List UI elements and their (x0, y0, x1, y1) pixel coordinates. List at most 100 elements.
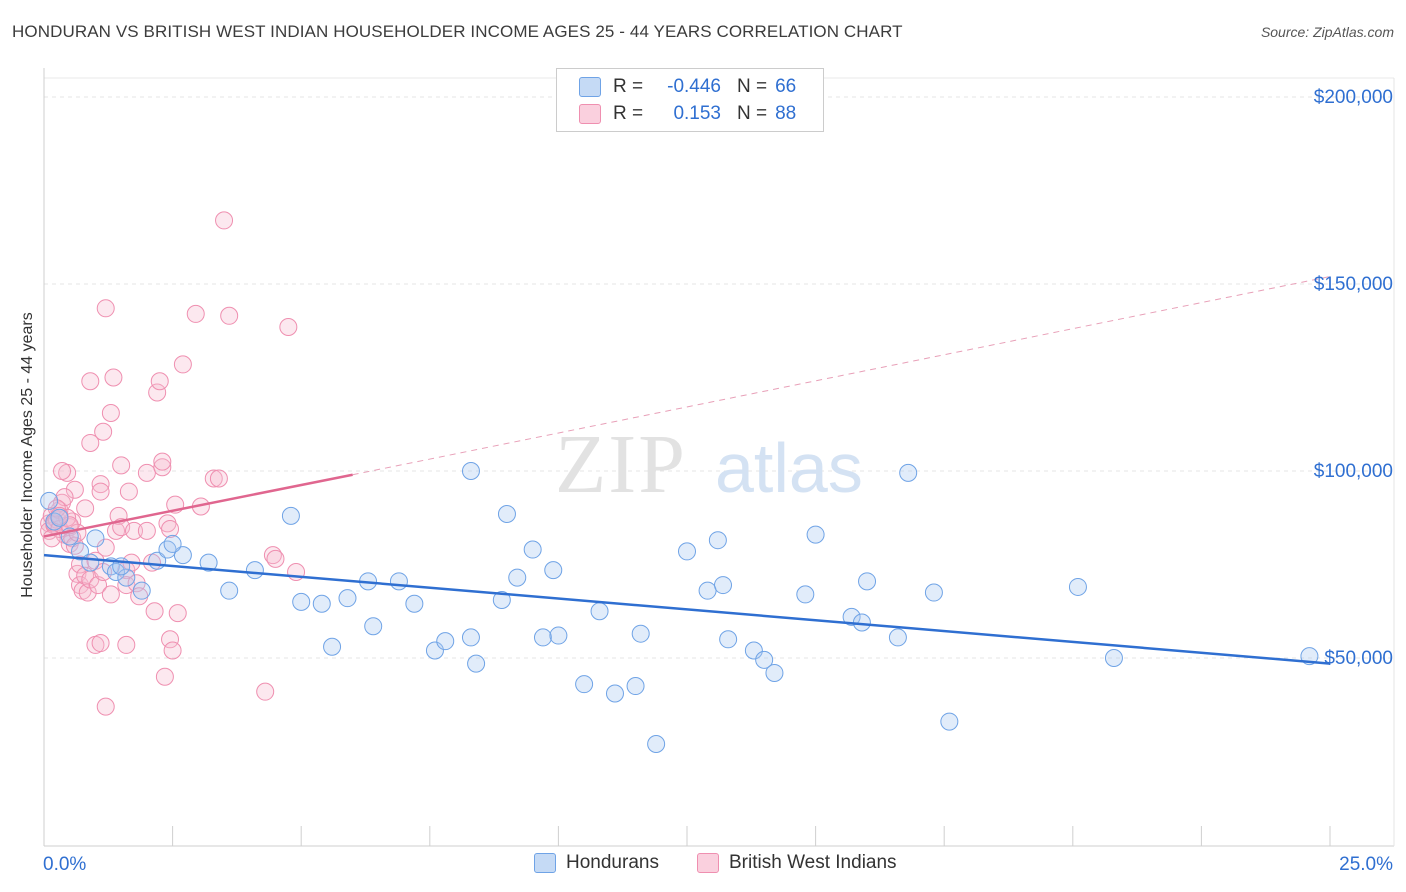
watermark: ZIP atlas (555, 418, 863, 511)
point-hondurans (796, 585, 815, 604)
point-british-west-indians (279, 318, 298, 337)
point-hondurans (467, 654, 486, 673)
british-west-indians-legend-label: British West Indians (729, 852, 897, 873)
hondurans-legend-label: Hondurans (566, 852, 659, 873)
point-hondurans (425, 641, 444, 660)
r-value-british-west-indians: 0.153 (673, 103, 721, 124)
point-british-west-indians (91, 482, 110, 501)
point-british-west-indians (101, 585, 120, 604)
y-tick-label: $150,000 (1314, 274, 1393, 295)
point-hondurans (647, 735, 666, 754)
trend-line-british-west-indians (43, 473, 353, 538)
point-hondurans (626, 677, 645, 696)
point-british-west-indians (137, 463, 156, 482)
point-british-west-indians (94, 422, 113, 441)
point-hondurans (323, 637, 342, 656)
x-tick-label-max: 25.0% (1339, 854, 1393, 875)
point-hondurans (245, 561, 264, 580)
point-hondurans (678, 542, 696, 561)
point-hondurans (281, 506, 300, 525)
british-west-indians-swatch (579, 104, 601, 124)
n-label: N = (737, 76, 768, 97)
legend-item-british-west-indians[interactable]: British West Indians (697, 852, 897, 874)
point-hondurans (492, 591, 511, 610)
point-british-west-indians (145, 602, 164, 621)
correlation-legend: R = -0.446 N = 66 R = 0.153 N = 88 (556, 68, 824, 132)
point-british-west-indians (96, 697, 115, 716)
point-hondurans (719, 630, 738, 649)
trend-extension-british-west-indians (352, 276, 1331, 476)
point-hondurans (544, 561, 563, 580)
point-hondurans (158, 540, 177, 559)
r-value-hondurans: -0.446 (667, 76, 721, 97)
point-hondurans (40, 491, 59, 510)
point-british-west-indians (153, 458, 172, 477)
point-hondurans (888, 628, 907, 647)
hondurans-points (40, 462, 1319, 754)
point-british-west-indians (161, 519, 180, 538)
axes (43, 68, 1395, 847)
watermark-atlas: atlas (715, 429, 863, 507)
point-hondurans (631, 624, 650, 643)
point-british-west-indians (76, 499, 95, 518)
point-hondurans (698, 581, 717, 600)
point-hondurans (461, 628, 480, 647)
point-british-west-indians (168, 604, 187, 623)
point-british-west-indians (137, 521, 156, 540)
point-hondurans (605, 684, 624, 703)
point-hondurans (523, 540, 542, 559)
point-british-west-indians (53, 462, 72, 480)
point-hondurans (364, 617, 383, 636)
british-west-indians-points (40, 211, 306, 716)
point-british-west-indians (155, 667, 174, 686)
point-hondurans (1104, 649, 1123, 667)
trend-line-hondurans (43, 553, 1331, 665)
point-british-west-indians (81, 433, 100, 452)
point-hondurans (590, 602, 609, 621)
point-hondurans (858, 572, 877, 591)
point-hondurans (899, 463, 918, 482)
y-tick-label: $50,000 (1324, 648, 1393, 669)
point-british-west-indians (150, 372, 169, 391)
point-hondurans (50, 508, 69, 527)
point-british-west-indians (209, 469, 228, 488)
x-tick-label-min: 0.0% (43, 854, 86, 875)
point-hondurans (549, 626, 568, 645)
point-british-west-indians (125, 521, 144, 540)
watermark-zip: ZIP (555, 418, 687, 511)
point-british-west-indians (153, 452, 172, 471)
point-hondurans (132, 581, 151, 600)
point-british-west-indians (81, 372, 100, 391)
point-hondurans (575, 675, 594, 694)
point-hondurans (389, 572, 408, 591)
axis-ticks (43, 826, 1331, 846)
point-hondurans (163, 534, 182, 553)
point-hondurans (107, 562, 126, 581)
point-british-west-indians (204, 469, 223, 488)
point-british-west-indians (96, 538, 115, 557)
point-british-west-indians (112, 456, 131, 475)
legend-row-hondurans: R = -0.446 N = 66 (579, 74, 796, 100)
point-british-west-indians (266, 549, 285, 568)
point-hondurans (292, 592, 311, 611)
point-hondurans (312, 594, 331, 613)
point-hondurans (81, 553, 100, 572)
point-british-west-indians (173, 355, 192, 374)
point-british-west-indians (215, 211, 234, 230)
y-tick-label: $200,000 (1314, 87, 1393, 108)
series-legend: Hondurans British West Indians (0, 852, 1406, 876)
y-tick-labels: $50,000 $100,000 $150,000 $200,000 (1314, 87, 1393, 669)
point-hondurans (842, 607, 861, 626)
point-british-west-indians (104, 368, 123, 387)
point-hondurans (497, 505, 516, 524)
r-label: R = (613, 76, 644, 97)
point-british-west-indians (256, 682, 275, 701)
point-british-west-indians (186, 304, 205, 323)
point-british-west-indians (220, 306, 239, 325)
point-hondurans (744, 641, 763, 660)
legend-item-hondurans[interactable]: Hondurans (534, 852, 659, 874)
point-hondurans (708, 531, 727, 550)
point-british-west-indians (163, 641, 182, 660)
source-label: Source: ZipAtlas.com (1260, 24, 1394, 40)
point-british-west-indians (65, 480, 84, 499)
